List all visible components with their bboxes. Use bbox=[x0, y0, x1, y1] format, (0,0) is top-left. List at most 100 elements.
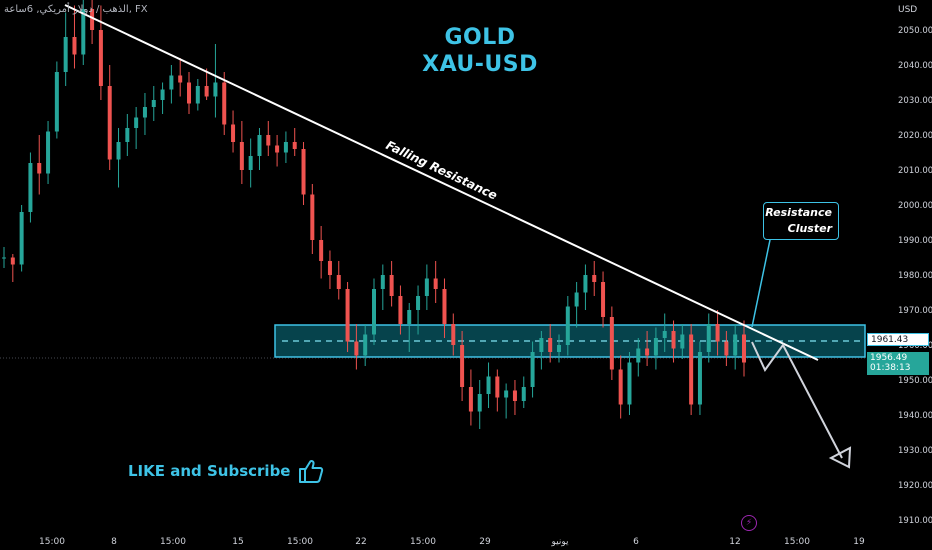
candle bbox=[512, 380, 517, 415]
candle bbox=[733, 324, 738, 370]
candle-body bbox=[530, 352, 535, 387]
candle bbox=[327, 250, 332, 289]
time-tick-label: 15:00 bbox=[410, 537, 436, 547]
candle-body bbox=[248, 156, 253, 170]
candle-body bbox=[90, 9, 95, 30]
candle-body bbox=[142, 107, 147, 118]
time-tick-label: 15 bbox=[232, 537, 243, 547]
candle-body bbox=[169, 75, 174, 90]
candle bbox=[266, 121, 271, 156]
lightning-icon[interactable]: ⚡ bbox=[741, 515, 757, 531]
candle-body bbox=[671, 331, 676, 349]
candle bbox=[134, 107, 139, 149]
candle bbox=[495, 369, 500, 412]
currency-label: USD bbox=[898, 5, 918, 15]
candle-body bbox=[715, 324, 720, 342]
candle bbox=[363, 324, 368, 366]
candle-body bbox=[116, 142, 121, 160]
candle-body bbox=[565, 306, 570, 345]
candle bbox=[424, 264, 429, 310]
candle bbox=[565, 296, 570, 356]
candle-body bbox=[486, 376, 491, 394]
candle-body bbox=[583, 275, 588, 293]
candle-body bbox=[292, 142, 297, 149]
candle bbox=[609, 306, 614, 380]
candle bbox=[398, 285, 403, 335]
candle bbox=[468, 369, 473, 426]
projection-path bbox=[751, 341, 843, 459]
candle-body bbox=[742, 334, 746, 363]
falling-resistance-line bbox=[64, 4, 819, 361]
chart-title: GOLD XAU-USD bbox=[380, 24, 580, 78]
candle-body bbox=[724, 341, 729, 356]
candle bbox=[706, 313, 711, 363]
candle-body bbox=[10, 257, 15, 265]
candle bbox=[204, 68, 209, 100]
candle-body bbox=[301, 149, 306, 195]
candle bbox=[160, 82, 165, 114]
candle-body bbox=[134, 117, 139, 128]
candle-body bbox=[680, 334, 685, 349]
thumbs-up-icon bbox=[299, 459, 324, 483]
candle bbox=[416, 285, 421, 335]
candle-body bbox=[257, 135, 262, 156]
candle-body bbox=[504, 390, 509, 398]
candle bbox=[724, 331, 729, 366]
candle bbox=[28, 152, 33, 223]
time-tick-label: 15:00 bbox=[784, 537, 810, 547]
candle bbox=[125, 114, 130, 156]
symbol-header[interactable]: الذهب / دولار أمريكي, 6ساعة, FX bbox=[4, 4, 148, 15]
candle-body bbox=[160, 89, 165, 100]
candle bbox=[187, 72, 191, 114]
candle bbox=[680, 324, 685, 359]
candle-body bbox=[204, 86, 209, 97]
candle bbox=[442, 278, 447, 338]
candle bbox=[345, 282, 350, 352]
price-tick-label: 1970.00 bbox=[898, 306, 932, 316]
candle-body bbox=[178, 75, 183, 83]
candle-body bbox=[19, 212, 24, 265]
candle-body bbox=[213, 82, 218, 97]
candle-body bbox=[442, 289, 447, 324]
candle-body bbox=[2, 257, 6, 259]
candle-body bbox=[618, 369, 623, 405]
candle bbox=[151, 86, 156, 121]
candle-body bbox=[451, 324, 456, 345]
price-tick-label: 1910.00 bbox=[898, 516, 932, 526]
projection-arrowhead bbox=[828, 446, 852, 469]
candle-body bbox=[107, 86, 112, 160]
candle-body bbox=[495, 376, 500, 398]
candle-body bbox=[354, 341, 359, 356]
candle-body bbox=[416, 296, 421, 310]
candle bbox=[2, 247, 6, 268]
candle-body bbox=[389, 275, 394, 296]
candle bbox=[10, 254, 15, 282]
candle-body bbox=[653, 338, 658, 356]
candle bbox=[257, 128, 262, 170]
callout-line1: Resistance bbox=[765, 206, 832, 219]
candle-body bbox=[407, 310, 412, 324]
callout-line2: Cluster bbox=[787, 222, 832, 235]
candle bbox=[504, 383, 509, 419]
candle bbox=[107, 65, 112, 170]
candle bbox=[662, 313, 667, 352]
candle-body bbox=[327, 261, 332, 275]
candle-body bbox=[239, 142, 244, 170]
candle-body bbox=[363, 334, 368, 356]
candle-body bbox=[697, 352, 702, 405]
time-tick-label: يونيو bbox=[550, 537, 569, 547]
falling-resistance-label: Falling Resistance bbox=[384, 138, 500, 203]
candle bbox=[592, 261, 597, 296]
chart-title-line1: GOLD bbox=[444, 25, 516, 50]
candle-body bbox=[380, 275, 385, 289]
candle bbox=[63, 12, 68, 86]
candle bbox=[195, 79, 200, 111]
candle bbox=[380, 264, 385, 310]
time-tick-label: 19 bbox=[853, 537, 865, 547]
resistance-cluster-callout: Resistance Cluster bbox=[763, 202, 839, 240]
candle-body bbox=[601, 282, 606, 317]
candle bbox=[19, 205, 24, 272]
candle bbox=[407, 303, 412, 352]
time-tick-label: 15:00 bbox=[287, 537, 313, 547]
